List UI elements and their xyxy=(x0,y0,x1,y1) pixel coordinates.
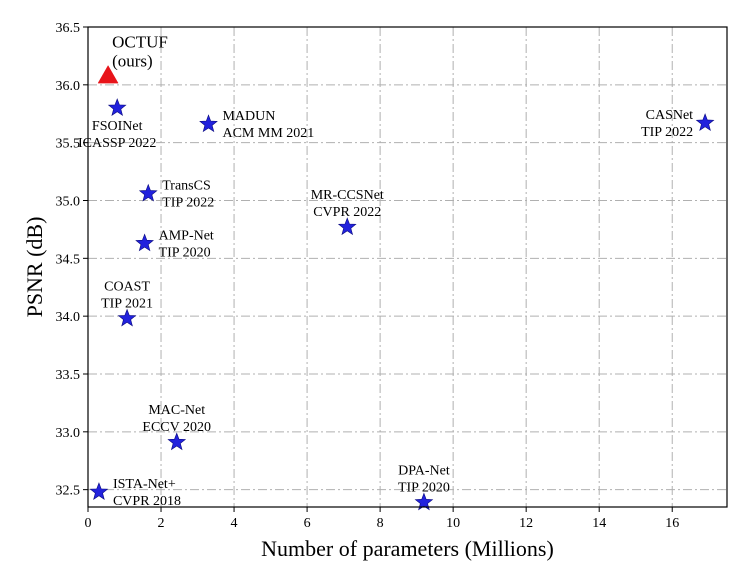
point-label-casnet: TIP 2022 xyxy=(641,125,693,140)
point-casnet-star xyxy=(695,113,715,131)
point-label-dpa-net: DPA-Net xyxy=(398,463,450,478)
point-label-dpa-net: TIP 2020 xyxy=(398,480,450,495)
point-label-ista-net: ISTA-Net+ xyxy=(113,477,176,492)
y-tick-label: 36.5 xyxy=(56,21,81,36)
x-tick-label: 6 xyxy=(304,516,311,531)
x-tick-label: 4 xyxy=(231,516,238,531)
y-tick-label: 34.5 xyxy=(56,252,81,267)
plot-frame xyxy=(87,26,728,508)
y-tick-label: 36.0 xyxy=(56,79,81,94)
y-tick-label: 35.0 xyxy=(56,194,81,209)
y-tick-label: 33.5 xyxy=(56,368,81,383)
y-axis-title: PSNR (dB) xyxy=(22,217,47,318)
point-label-coast: TIP 2021 xyxy=(101,296,153,311)
point-label-octuf: (ours) xyxy=(112,52,153,71)
point-transcs-star xyxy=(138,183,158,202)
x-tick-label: 2 xyxy=(158,516,165,531)
axis-ticks: 0 2 4 6 8 10 12 14 16 32.5 33.0 33.5 34.0 34.5 35.0 35.… xyxy=(56,21,680,531)
x-tick-label: 12 xyxy=(519,516,533,531)
point-amp-net-star xyxy=(135,233,154,252)
point-label-octuf: OCTUF xyxy=(112,33,168,52)
point-label-mac-net: MAC-Net xyxy=(148,403,205,418)
point-ista-net-star xyxy=(89,482,109,500)
point-label-transcs: TIP 2022 xyxy=(162,196,214,211)
y-tick-label: 35.5 xyxy=(56,137,81,152)
x-tick-label: 16 xyxy=(665,516,679,531)
point-label-amp-net: AMP-Net xyxy=(159,228,214,243)
point-label-mr-ccsnet: CVPR 2022 xyxy=(313,205,381,220)
point-label-fsoinet: FSOINet xyxy=(92,119,143,134)
x-tick-label: 8 xyxy=(377,516,384,531)
x-axis-title: Number of parameters (Millions) xyxy=(261,536,554,561)
point-octuf-triangle xyxy=(97,65,119,84)
point-label-transcs: TransCS xyxy=(162,179,211,194)
point-mac-net-star xyxy=(167,432,187,451)
point-coast-star xyxy=(117,308,137,327)
point-label-mac-net: ECCV 2020 xyxy=(142,420,211,435)
point-madun-star xyxy=(199,114,218,133)
point-label-ista-net: CVPR 2018 xyxy=(113,494,181,509)
y-tick-label: 34.0 xyxy=(56,310,81,325)
point-dpa-net-star xyxy=(414,492,434,511)
y-tick-label: 32.5 xyxy=(56,484,81,499)
point-label-madun: MADUN xyxy=(222,109,275,124)
point-mr-ccsnet-star xyxy=(337,217,357,236)
x-tick-label: 10 xyxy=(446,516,460,531)
x-tick-label: 14 xyxy=(592,516,606,531)
point-label-madun: ACM MM 2021 xyxy=(222,126,314,141)
data-points: OCTUF(ours) FSOINet ICASSP 2022 MADUN ACM MM… xyxy=(78,33,715,511)
point-label-mr-ccsnet: MR-CCSNet xyxy=(311,188,384,203)
y-tick-label: 33.0 xyxy=(56,426,81,441)
x-tick-label: 0 xyxy=(85,516,92,531)
point-fsoinet-star xyxy=(107,98,127,116)
point-label-casnet: CASNet xyxy=(646,108,694,123)
point-label-fsoinet: ICASSP 2022 xyxy=(78,136,156,151)
point-label-coast: COAST xyxy=(104,279,150,294)
point-label-amp-net: TIP 2020 xyxy=(159,245,211,260)
